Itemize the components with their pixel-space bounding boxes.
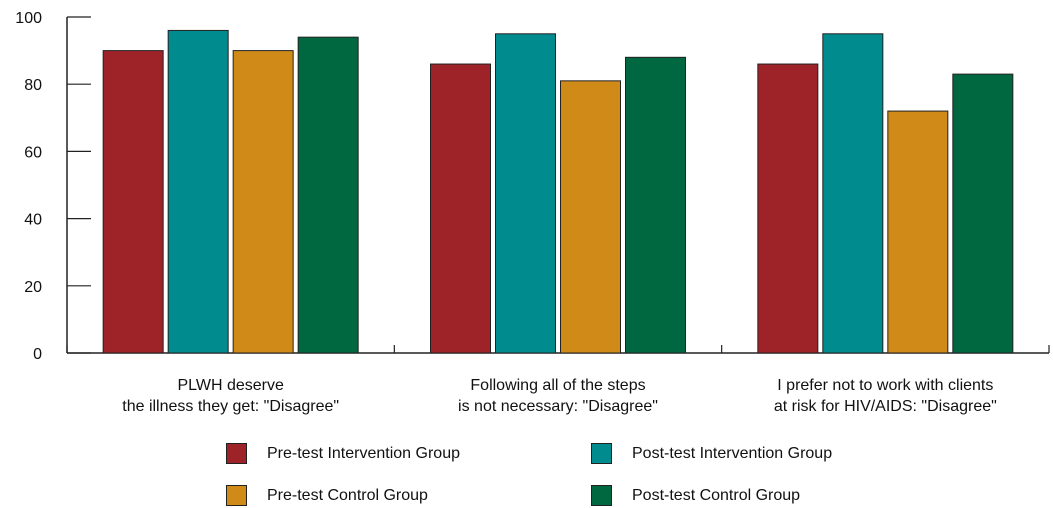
bar bbox=[430, 63, 491, 354]
x-category-label: Following all of the steps bbox=[470, 377, 645, 394]
bar bbox=[232, 50, 294, 354]
y-tick-label: 40 bbox=[24, 212, 42, 229]
y-tick-label: 80 bbox=[24, 77, 42, 94]
x-category-label: the illness they get: "Disagree" bbox=[122, 398, 339, 415]
x-category-label: PLWH deserve bbox=[177, 377, 284, 394]
x-category-label: I prefer not to work with clients bbox=[777, 377, 993, 394]
bar bbox=[495, 33, 556, 354]
bar bbox=[822, 33, 884, 354]
bar bbox=[167, 29, 229, 354]
y-tick-label: 60 bbox=[24, 144, 42, 161]
bar bbox=[952, 73, 1014, 354]
y-tick-label: 20 bbox=[24, 279, 42, 296]
bar bbox=[560, 80, 621, 354]
bar bbox=[102, 50, 164, 354]
y-tick-label: 100 bbox=[15, 10, 42, 27]
bar bbox=[297, 36, 359, 354]
x-category-label: is not necessary: "Disagree" bbox=[458, 398, 658, 415]
bar bbox=[757, 63, 819, 354]
bar bbox=[625, 56, 686, 354]
y-tick-label: 0 bbox=[33, 346, 42, 363]
bar bbox=[887, 110, 949, 354]
x-category-label: at risk for HIV/AIDS: "Disagree" bbox=[774, 398, 997, 415]
